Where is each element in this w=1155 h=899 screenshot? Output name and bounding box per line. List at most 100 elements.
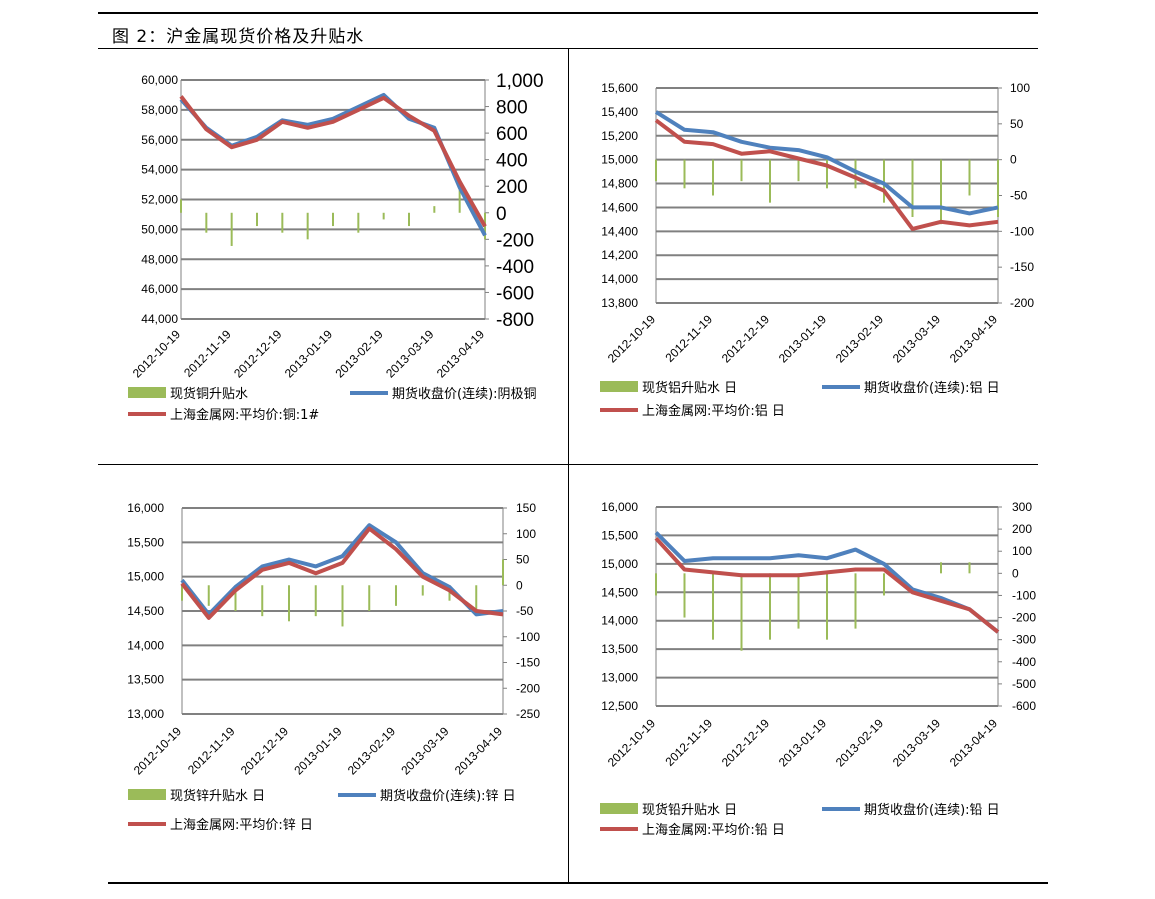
zinc-left-tick-label: 15,500: [127, 535, 164, 549]
lead-left-tick-label: 16,000: [601, 500, 638, 514]
aluminum-left-tick-label: 14,000: [601, 272, 638, 286]
lead-x-tick-label: 2012-11-19: [662, 716, 715, 769]
zinc-right-tick-label: 50: [516, 553, 530, 567]
aluminum-legend-label: 现货铝升贴水 日: [642, 380, 737, 396]
zinc-left-tick-label: 14,000: [127, 638, 164, 652]
bottom-rule: [108, 882, 1048, 884]
lead-left-tick-label: 14,500: [601, 585, 638, 599]
vertical-divider: [568, 48, 569, 884]
aluminum-left-tick-label: 14,800: [601, 177, 638, 191]
copper-left-tick-label: 46,000: [141, 282, 178, 296]
copper-right-tick-label: -200: [496, 230, 534, 251]
lead-right-tick-label: 100: [1012, 544, 1032, 558]
aluminum-spot-line: [654, 118, 999, 231]
zinc-right-tick-label: -100: [516, 630, 540, 644]
zinc-left-tick-label: 13,500: [127, 673, 164, 687]
lead-left-tick-label: 13,000: [601, 671, 638, 685]
copper-right-tick-label: 400: [496, 151, 528, 172]
aluminum-legend-label: 上海金属网:平均价:铝 日: [642, 403, 785, 419]
copper-right-tick-label: 1,000: [496, 71, 544, 92]
lead-legend-label: 期货收盘价(连续):铅 日: [864, 802, 1000, 818]
aluminum-right-tick-label: -50: [1010, 189, 1028, 203]
zinc-right-tick-label: 0: [516, 578, 523, 592]
lead-left-tick-label: 15,500: [601, 528, 638, 542]
copper-right-tick-label: -800: [496, 310, 534, 331]
lead-right-tick-label: -600: [1012, 699, 1036, 713]
copper-right-tick-label: 800: [496, 98, 528, 119]
zinc-left-tick-label: 16,000: [127, 501, 164, 515]
zinc-right-tick-label: -200: [516, 681, 540, 695]
copper-right-tick-label: 200: [496, 177, 528, 198]
lead-right-tick-label: -100: [1012, 588, 1036, 602]
zinc-right-tick-label: -50: [516, 604, 534, 618]
lead-legend-label: 现货铅升贴水 日: [642, 802, 737, 818]
aluminum-left-tick-label: 15,200: [601, 129, 638, 143]
copper-left-tick-label: 54,000: [141, 163, 178, 177]
lead-right-tick-label: 300: [1012, 500, 1032, 514]
lead-x-tick-label: 2012-10-19: [605, 716, 659, 770]
lead-futures-line: [654, 531, 1000, 634]
aluminum-right-tick-label: -200: [1010, 296, 1034, 310]
zinc-right-tick-label: -150: [516, 656, 540, 670]
copper-legend-label: 现货铜升贴水: [170, 386, 248, 402]
zinc-spot-line: [180, 526, 504, 620]
aluminum-right-tick-label: -100: [1010, 224, 1034, 238]
figure-title: 图 2：沪金属现货价格及升贴水: [112, 27, 365, 47]
lead-legend-swatch-basis: [600, 803, 638, 814]
copper-left-tick-label: 48,000: [141, 252, 178, 266]
copper-left-tick-label: 52,000: [141, 193, 178, 207]
copper-legend-swatch-basis: [128, 387, 166, 398]
lead-right-tick-label: -300: [1012, 633, 1036, 647]
lead-x-tick-label: 2013-04-19: [947, 716, 1001, 770]
lead-right-tick-label: 0: [1012, 566, 1019, 580]
aluminum-right-tick-label: 0: [1010, 153, 1017, 167]
copper-right-tick-label: -600: [496, 283, 534, 304]
aluminum-left-tick-label: 14,200: [601, 248, 638, 262]
lead-x-tick-label: 2013-03-19: [890, 716, 944, 770]
aluminum-left-tick-label: 15,000: [601, 153, 638, 167]
lead-right-tick-label: 200: [1012, 522, 1032, 536]
aluminum-right-tick-label: 100: [1010, 81, 1030, 95]
zinc-legend-label: 期货收盘价(连续):锌 日: [380, 788, 516, 804]
zinc-right-tick-label: 100: [516, 527, 536, 541]
aluminum-right-tick-label: 50: [1010, 117, 1024, 131]
lead-x-tick-label: 2012-12-19: [719, 716, 773, 770]
zinc-legend-swatch-basis: [128, 789, 166, 800]
aluminum-legend-swatch-basis: [600, 381, 638, 392]
aluminum-right-tick-label: -150: [1010, 260, 1034, 274]
copper-left-tick-label: 50,000: [141, 222, 178, 236]
aluminum-legend-label: 期货收盘价(连续):铝 日: [864, 380, 1000, 396]
zinc-legend-label: 上海金属网:平均价:锌 日: [170, 817, 313, 833]
lead-legend-label: 上海金属网:平均价:铅 日: [642, 822, 785, 838]
lead-x-tick-label: 2013-01-19: [776, 716, 830, 770]
zinc-futures-line: [180, 523, 504, 617]
aluminum-left-tick-label: 14,600: [601, 200, 638, 214]
lead-left-tick-label: 15,000: [601, 557, 638, 571]
copper-right-tick-label: -400: [496, 257, 534, 278]
lead-right-tick-label: -400: [1012, 655, 1036, 669]
lead-x-tick-label: 2013-02-19: [833, 716, 887, 770]
copper-spot-line: [179, 95, 487, 228]
lead-left-tick-label: 12,500: [601, 699, 638, 713]
top-rule: [98, 12, 1038, 14]
zinc-left-tick-label: 15,000: [127, 570, 164, 584]
lead-left-tick-label: 13,500: [601, 642, 638, 656]
lead-left-tick-label: 14,000: [601, 614, 638, 628]
copper-left-tick-label: 58,000: [141, 103, 178, 117]
copper-left-tick-label: 60,000: [141, 73, 178, 87]
lead-right-tick-label: -200: [1012, 611, 1036, 625]
aluminum-left-tick-label: 15,600: [601, 81, 638, 95]
copper-left-tick-label: 44,000: [141, 312, 178, 326]
lead-right-tick-label: -500: [1012, 677, 1036, 691]
zinc-legend-label: 现货锌升贴水 日: [170, 788, 265, 804]
lead-spot-line: [654, 536, 1000, 634]
zinc-left-tick-label: 13,000: [127, 707, 164, 721]
copper-legend-label: 上海金属网:平均价:铜:1#: [170, 407, 319, 423]
copper-legend-label: 期货收盘价(连续):阴极铜: [392, 386, 537, 402]
